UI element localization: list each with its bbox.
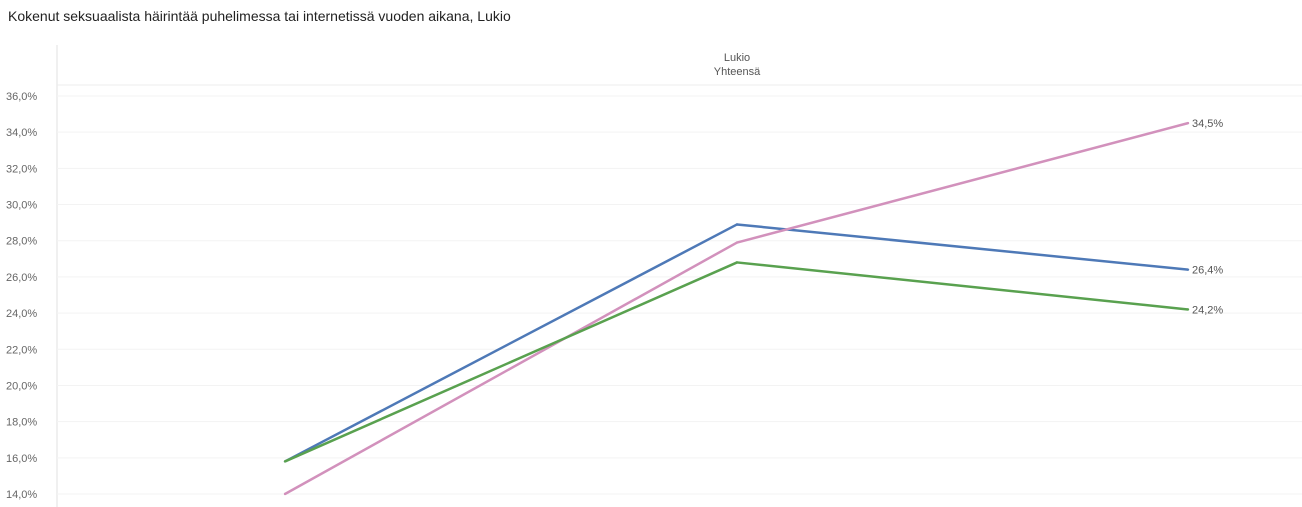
- column-header-level-2: Yhteensä: [714, 66, 761, 78]
- y-tick-label: 22,0%: [6, 344, 37, 356]
- y-tick-label: 18,0%: [6, 417, 37, 429]
- end-value-label: 24,2%: [1192, 304, 1223, 316]
- data-point[interactable]: [283, 492, 287, 496]
- y-tick-label: 32,0%: [6, 163, 37, 175]
- data-point[interactable]: [283, 460, 287, 463]
- y-tick-label: 28,0%: [6, 236, 37, 248]
- end-value-label: 34,5%: [1192, 118, 1223, 130]
- data-point[interactable]: [735, 261, 739, 264]
- y-tick-label: 36,0%: [6, 91, 37, 103]
- series-line-1[interactable]: [284, 223, 1189, 463]
- y-tick-label: 14,0%: [6, 489, 37, 501]
- data-point[interactable]: [1186, 121, 1190, 125]
- column-header-level-1: Lukio: [724, 52, 750, 64]
- y-tick-label: 30,0%: [6, 200, 37, 212]
- data-point[interactable]: [1186, 268, 1190, 271]
- data-point[interactable]: [735, 241, 739, 244]
- y-tick-label: 34,0%: [6, 127, 37, 139]
- series-lines: [283, 121, 1190, 496]
- data-point[interactable]: [1186, 308, 1190, 311]
- chart-title: Kokenut seksuaalista häirintää puhelimes…: [8, 8, 511, 24]
- end-value-label: 26,4%: [1192, 265, 1223, 277]
- y-axis-ticks: 14,0% 16,0% 18,0% 20,0% 22,0% 24,0% 26,0% 28,0%…: [6, 91, 37, 501]
- end-labels: 26,4% 34,5% 24,2%: [1192, 118, 1223, 316]
- y-tick-label: 16,0%: [6, 453, 37, 465]
- series-line-2[interactable]: [284, 121, 1189, 496]
- y-tick-label: 24,0%: [6, 308, 37, 320]
- y-tick-label: 26,0%: [6, 272, 37, 284]
- gridlines: [57, 95, 1302, 495]
- data-point[interactable]: [735, 223, 739, 226]
- y-tick-label: 20,0%: [6, 380, 37, 392]
- series-line-3[interactable]: [284, 261, 1189, 463]
